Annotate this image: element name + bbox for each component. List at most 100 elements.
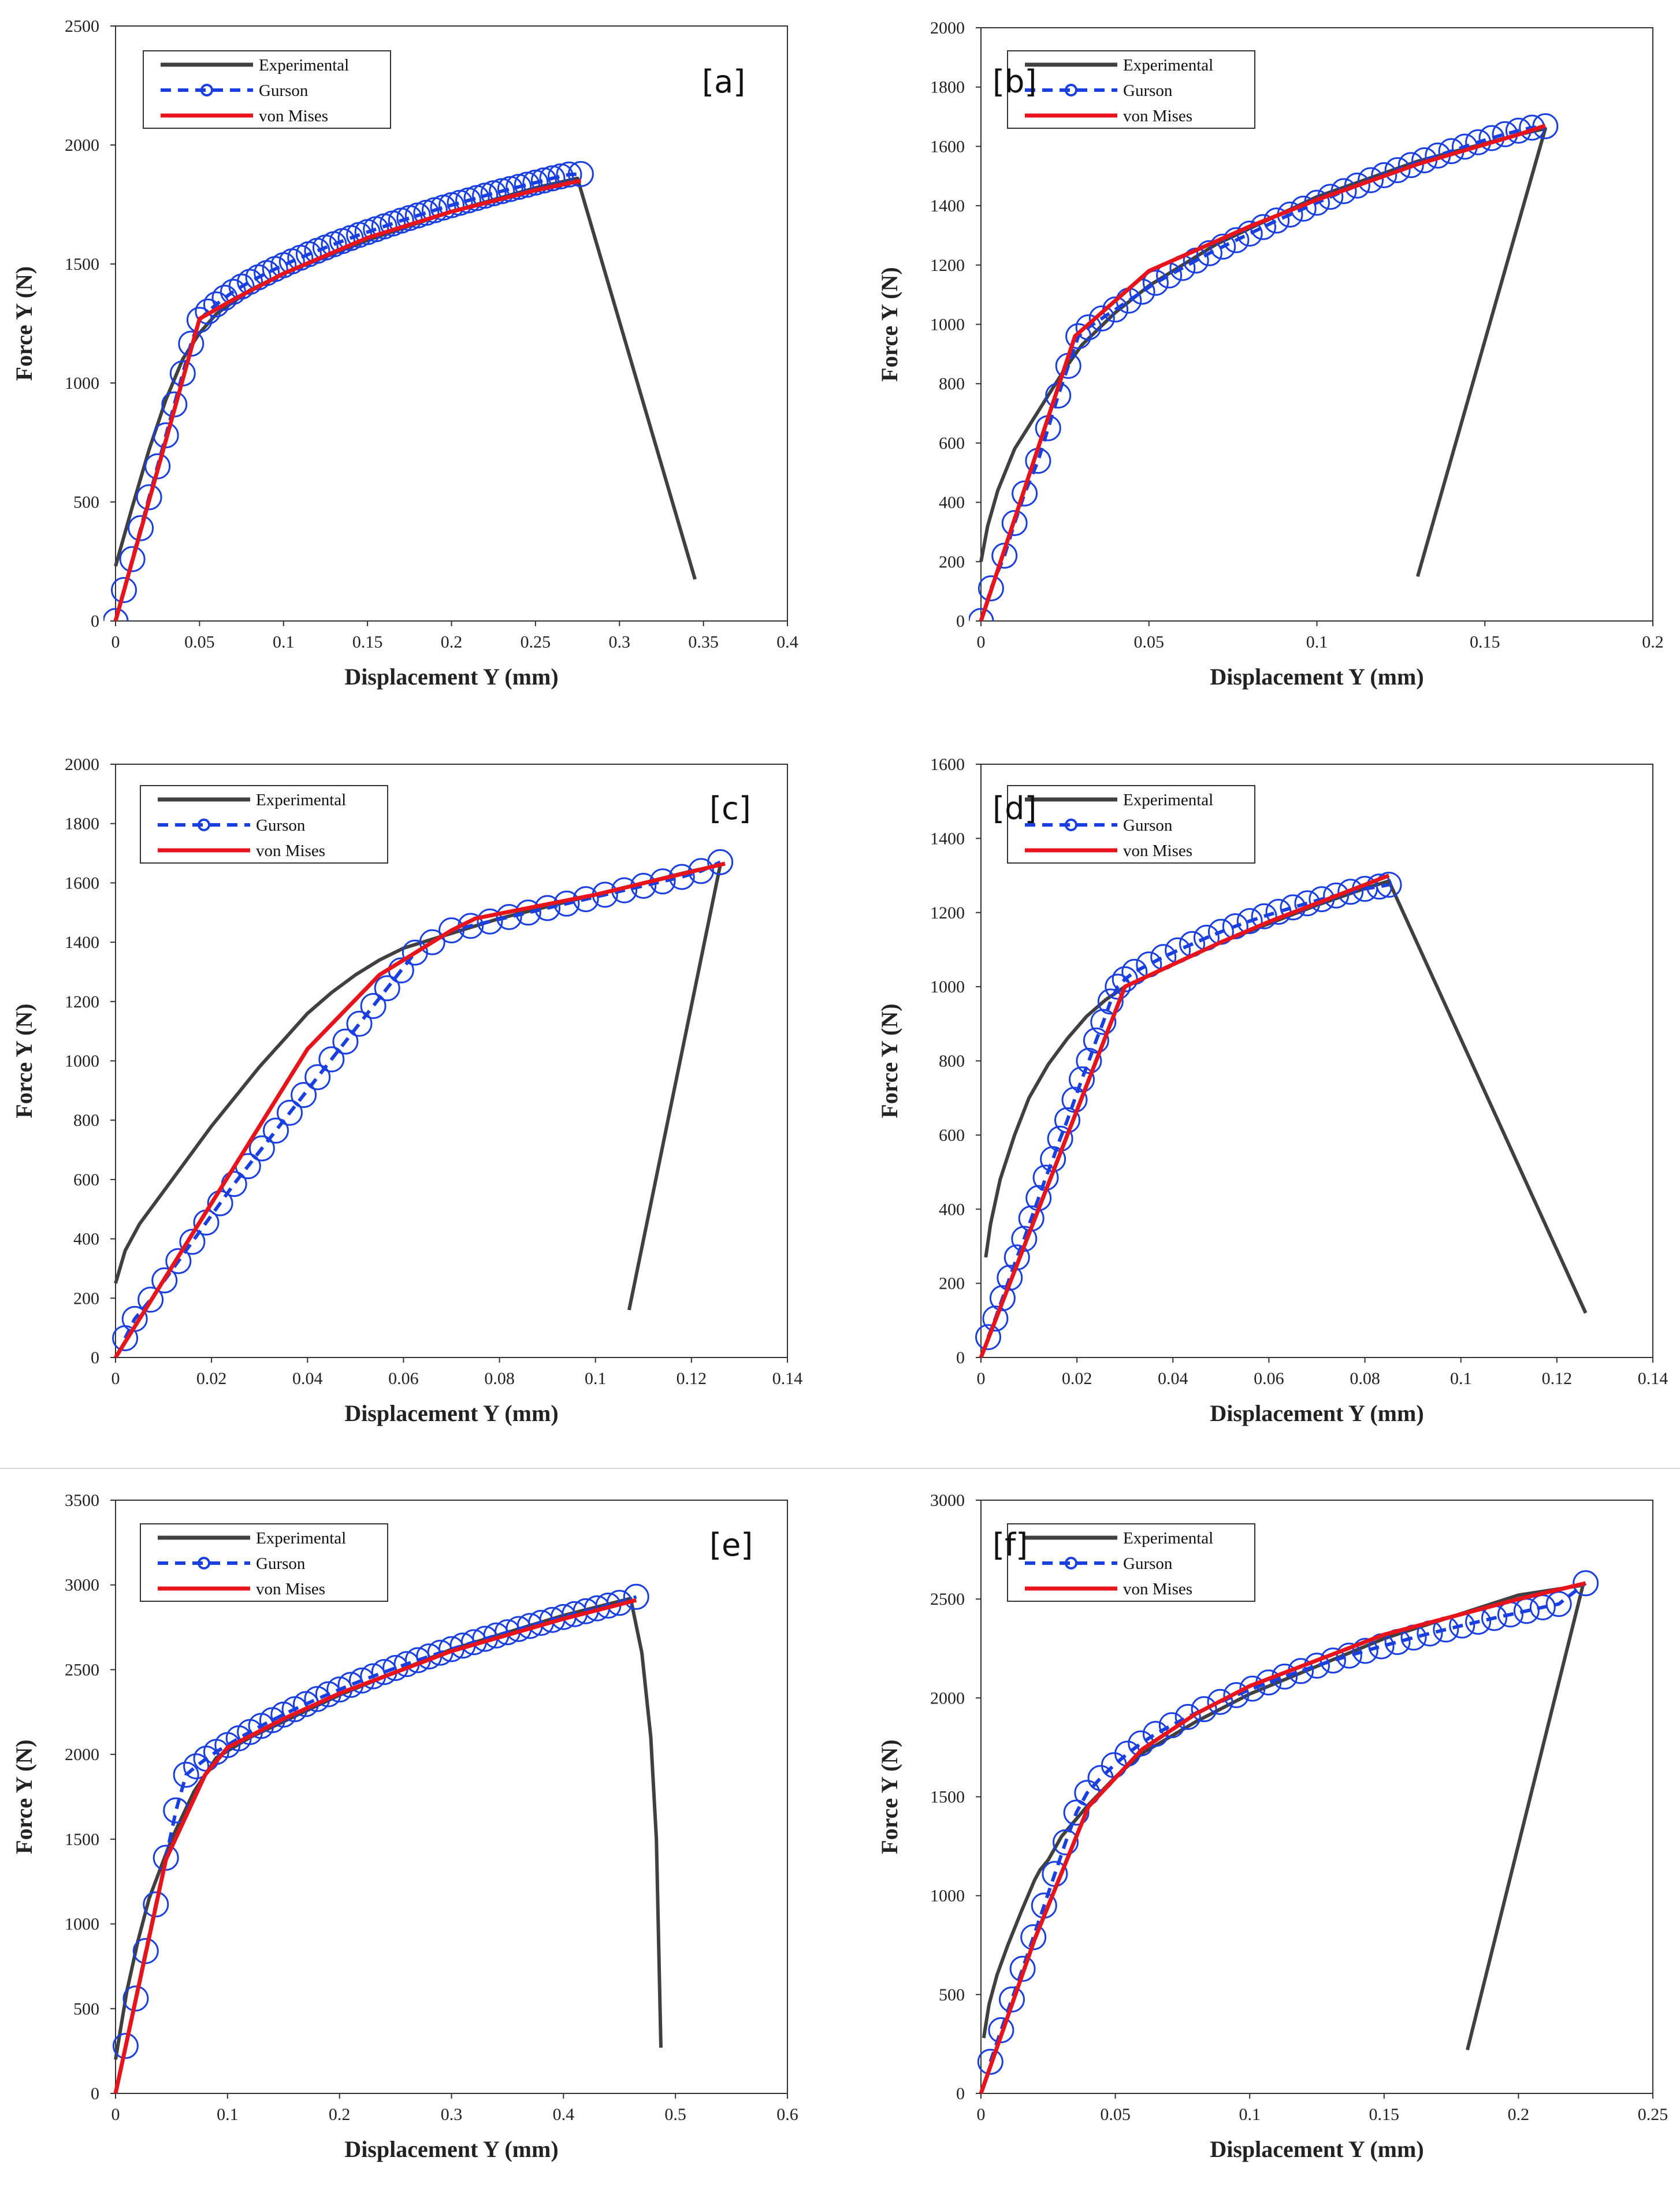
y-tick-label: 1000 (930, 315, 965, 334)
data-point-gurson (1009, 1955, 1036, 1982)
data-point-gurson (143, 1891, 169, 1918)
x-tick-label: 0.05 (1100, 2105, 1131, 2124)
series-line-gurson (123, 860, 721, 1339)
legend-label-von-mises: von Mises (256, 1580, 325, 1598)
data-point-gurson (623, 1583, 649, 1610)
data-point-gurson (1222, 913, 1248, 939)
data-point-gurson (514, 172, 540, 198)
x-tick-label: 0.12 (677, 1369, 707, 1388)
y-tick-label: 2500 (65, 17, 99, 36)
series-group (969, 113, 1559, 621)
legend-label-experimental: Experimental (1123, 791, 1213, 809)
data-point-gurson (419, 929, 445, 955)
data-point-gurson (997, 1264, 1023, 1291)
x-axis-title: Displacement Y (mm) (344, 1400, 558, 1426)
y-tick-label: 1600 (65, 873, 99, 892)
y-tick-label: 0 (956, 1348, 965, 1367)
y-tick-label: 3000 (930, 1491, 965, 1510)
y-tick-label: 1000 (65, 374, 99, 393)
legend: Experimental Gurson von Mises (140, 785, 388, 864)
y-tick-label: 1500 (930, 1788, 965, 1807)
data-point-gurson (186, 307, 213, 333)
y-tick-label: 500 (939, 1985, 965, 2004)
data-point-gurson (1210, 233, 1236, 260)
panel-label: [e] (709, 1527, 753, 1563)
y-axis-title: Force Y (N) (876, 1739, 902, 1854)
series-line-von-mises (979, 124, 1547, 621)
y-tick-label: 0 (91, 2084, 99, 2103)
data-point-gurson (179, 1229, 206, 1255)
data-point-gurson (515, 899, 541, 926)
data-point-gurson (346, 1010, 373, 1037)
data-point-gurson (144, 453, 171, 479)
y-tick-label: 1500 (65, 255, 99, 274)
x-tick-label: 0 (977, 2105, 986, 2124)
data-point-gurson (183, 1753, 210, 1780)
data-point-gurson (173, 1761, 199, 1788)
data-point-gurson (1065, 323, 1092, 349)
data-point-gurson (1012, 480, 1038, 507)
data-point-gurson (1352, 1638, 1378, 1664)
data-point-gurson (112, 2033, 139, 2059)
data-point-gurson (1196, 240, 1222, 266)
y-tick-label: 200 (939, 1274, 965, 1293)
data-point-gurson (1376, 872, 1402, 898)
data-point-gurson (1573, 1570, 1599, 1597)
data-point-gurson (548, 163, 574, 189)
legend-label-gurson: Gurson (1123, 816, 1173, 835)
data-point-gurson (1223, 1682, 1250, 1708)
x-tick-label: 0.6 (776, 2105, 798, 2124)
data-point-gurson (122, 1985, 149, 2012)
data-point-gurson (360, 993, 386, 1019)
x-tick-label: 0.2 (441, 633, 463, 652)
data-point-gurson (1088, 305, 1115, 332)
series-line-von-mises (979, 1581, 1586, 2093)
x-tick-label: 0.04 (292, 1369, 323, 1388)
data-point-gurson (1330, 178, 1357, 204)
data-point-gurson (556, 161, 582, 188)
y-tick-label: 1000 (65, 1052, 99, 1071)
chart-panel-2: 0 0.05 0.1 0.15 0.2 0 200 400 600 800 1000 1200 1400… (876, 18, 1664, 690)
y-tick-label: 800 (939, 374, 965, 393)
legend-label-experimental: Experimental (1123, 1529, 1213, 1548)
legend: Experimental Gurson von Mises (1007, 1523, 1255, 1602)
data-point-gurson (1366, 873, 1392, 900)
y-tick-label: 1600 (930, 137, 965, 156)
legend-marker-gurson (1065, 1557, 1077, 1569)
series-line-gurson (114, 172, 581, 621)
data-point-gurson (530, 167, 557, 194)
data-point-gurson (989, 1285, 1016, 1311)
legend-label-gurson: Gurson (1123, 1554, 1173, 1573)
data-point-gurson (165, 1248, 192, 1274)
data-point-gurson (103, 608, 129, 621)
data-point-gurson (1532, 113, 1559, 139)
panel-label: [a] (702, 64, 745, 100)
y-tick-label: 2000 (65, 136, 99, 155)
data-point-gurson (496, 904, 522, 930)
data-point-gurson (332, 1028, 359, 1055)
data-point-gurson (1337, 879, 1364, 905)
chart-panel-3: 0 0.02 0.04 0.06 0.08 0.1 0.12 0.14 0 200 400 600 80… (11, 755, 802, 1426)
series-group (112, 849, 734, 1357)
series-group (975, 872, 1588, 1357)
y-tick-label: 1800 (930, 78, 965, 97)
y-tick-label: 0 (956, 612, 965, 631)
data-point-gurson (1309, 886, 1335, 913)
data-point-gurson (1076, 1048, 1102, 1074)
y-tick-label: 200 (73, 1289, 99, 1308)
series-group (103, 161, 697, 621)
x-tick-label: 0.04 (1158, 1369, 1188, 1388)
series-line-gurson (979, 124, 1546, 621)
y-tick-label: 200 (939, 552, 965, 571)
x-tick-label: 0.2 (329, 2105, 351, 2124)
y-tick-label: 400 (73, 1230, 99, 1249)
panel-label: [b] (993, 64, 1036, 100)
series-line-von-mises (979, 873, 1390, 1357)
data-point-gurson (1207, 1688, 1233, 1715)
y-tick-label: 3000 (65, 1576, 99, 1595)
legend-marker-gurson (1065, 84, 1077, 96)
series-line-von-mises (113, 178, 582, 621)
x-tick-label: 0.5 (664, 2105, 686, 2124)
y-tick-label: 1200 (930, 256, 965, 275)
legend-marker-gurson (198, 1557, 210, 1569)
